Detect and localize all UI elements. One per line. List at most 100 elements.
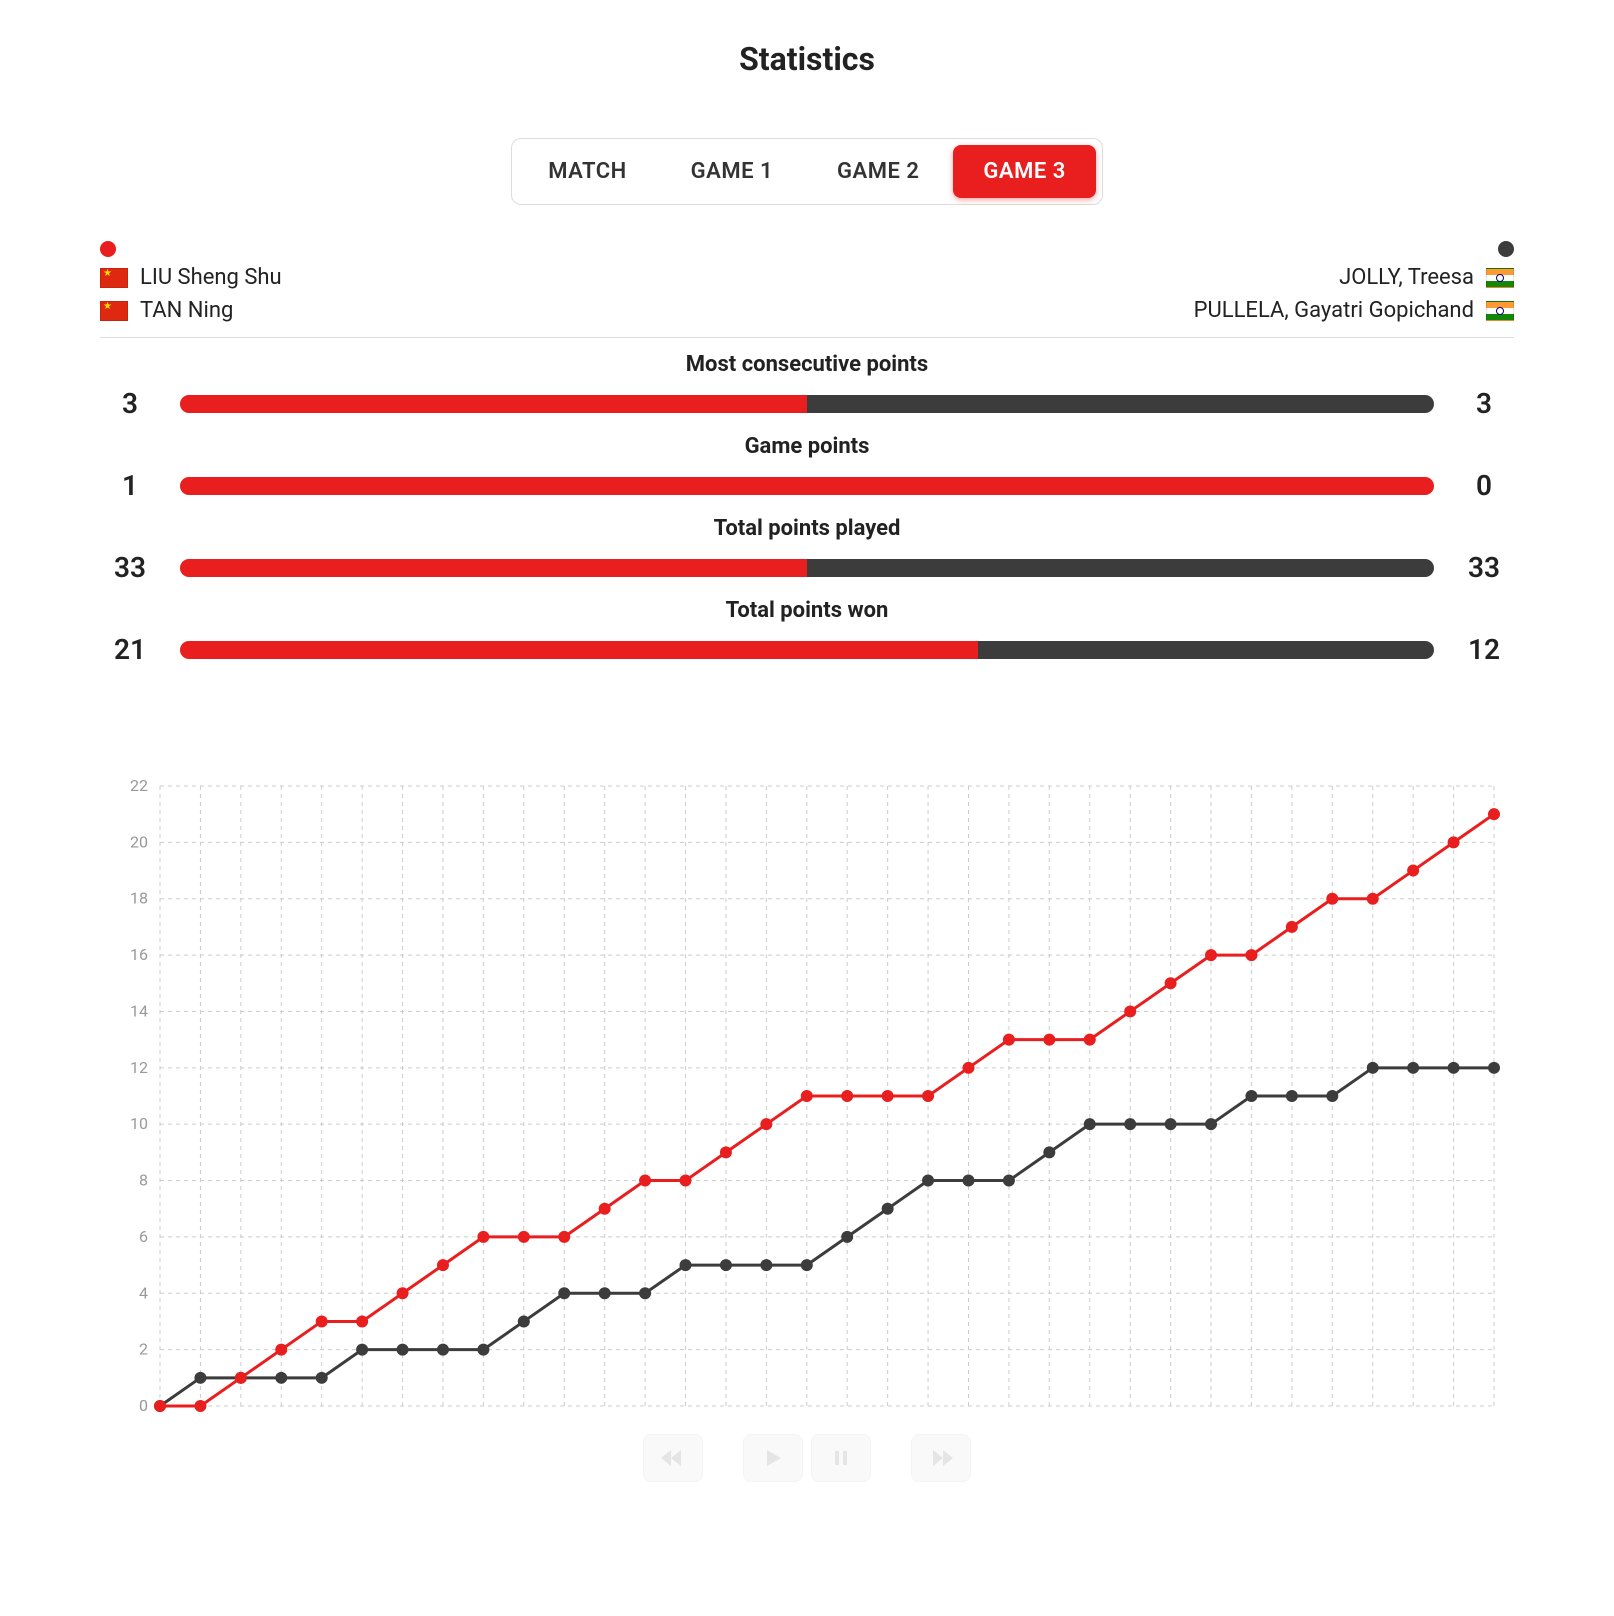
team1-marker — [1205, 949, 1217, 961]
stat-bar-right-segment — [807, 559, 1434, 577]
stats-section: Most consecutive points33Game points10To… — [100, 352, 1514, 666]
tab-game-3[interactable]: GAME 3 — [953, 145, 1095, 198]
tab-match[interactable]: MATCH — [518, 145, 656, 198]
team1-marker — [1448, 836, 1460, 848]
stat-value-left: 21 — [100, 633, 160, 666]
team2-marker — [437, 1344, 449, 1356]
team2-marker — [194, 1372, 206, 1384]
team2-marker — [599, 1287, 611, 1299]
media-controls — [100, 1434, 1514, 1482]
team1-color-dot — [100, 241, 116, 257]
teams-header: LIU Sheng Shu TAN Ning JOLLY, Treesa PUL… — [100, 235, 1514, 338]
team2-marker — [1205, 1118, 1217, 1130]
team2-marker — [1043, 1146, 1055, 1158]
team2-block: JOLLY, Treesa PULLELA, Gayatri Gopichand — [1194, 241, 1514, 323]
team1-marker — [1245, 949, 1257, 961]
rewind-button[interactable] — [643, 1434, 703, 1482]
play-button[interactable] — [743, 1434, 803, 1482]
team2-marker — [1448, 1062, 1460, 1074]
stat-value-right: 3 — [1454, 387, 1514, 420]
stat-value-right: 12 — [1454, 633, 1514, 666]
team1-marker — [639, 1175, 651, 1187]
team1-marker — [1084, 1034, 1096, 1046]
svg-text:6: 6 — [139, 1227, 148, 1246]
team1-marker — [599, 1203, 611, 1215]
tab-game-2[interactable]: GAME 2 — [807, 145, 949, 198]
team2-marker — [1286, 1090, 1298, 1102]
stat-bar — [180, 641, 1434, 659]
stat-label: Total points won — [100, 598, 1514, 623]
team2-marker — [1165, 1118, 1177, 1130]
team2-marker — [1488, 1062, 1500, 1074]
tabs-container: MATCHGAME 1GAME 2GAME 3 — [100, 138, 1514, 205]
team1-player-row: TAN Ning — [100, 298, 282, 323]
team2-marker — [316, 1372, 328, 1384]
team1-marker — [1488, 808, 1500, 820]
team2-marker — [680, 1259, 692, 1271]
team1-marker — [397, 1287, 409, 1299]
team1-marker — [518, 1231, 530, 1243]
team2-marker — [558, 1287, 570, 1299]
team2-marker — [801, 1259, 813, 1271]
stat-value-left: 1 — [100, 469, 160, 502]
team2-player-row: JOLLY, Treesa — [1339, 265, 1514, 290]
stat-label: Most consecutive points — [100, 352, 1514, 377]
tab-game-1[interactable]: GAME 1 — [661, 145, 803, 198]
svg-text:8: 8 — [139, 1171, 148, 1190]
stat-row: 33 — [100, 387, 1514, 420]
stat-value-right: 33 — [1454, 551, 1514, 584]
team2-marker — [639, 1287, 651, 1299]
stat-bar-left-segment — [180, 559, 807, 577]
page-title: Statistics — [100, 40, 1514, 78]
team2-marker — [922, 1175, 934, 1187]
stat-bar-right-segment — [978, 641, 1434, 659]
team1-marker — [680, 1175, 692, 1187]
team2-marker — [1124, 1118, 1136, 1130]
team1-marker — [1286, 921, 1298, 933]
stat-value-left: 3 — [100, 387, 160, 420]
team2-marker — [397, 1344, 409, 1356]
team2-marker — [275, 1372, 287, 1384]
stat-bar-right-segment — [807, 395, 1434, 413]
forward-button[interactable] — [911, 1434, 971, 1482]
india-flag-icon — [1486, 301, 1514, 321]
pause-button[interactable] — [811, 1434, 871, 1482]
stat-bar — [180, 395, 1434, 413]
svg-text:22: 22 — [130, 776, 148, 795]
team1-marker — [922, 1090, 934, 1102]
team1-marker — [477, 1231, 489, 1243]
team2-marker — [477, 1344, 489, 1356]
china-flag-icon — [100, 301, 128, 321]
svg-text:10: 10 — [130, 1114, 148, 1133]
team2-player1-name: JOLLY, Treesa — [1339, 265, 1474, 290]
stat-value-right: 0 — [1454, 469, 1514, 502]
team1-block: LIU Sheng Shu TAN Ning — [100, 241, 282, 323]
team1-marker — [1043, 1034, 1055, 1046]
team2-marker — [962, 1175, 974, 1187]
svg-text:18: 18 — [130, 889, 148, 908]
team1-marker — [801, 1090, 813, 1102]
team2-marker — [882, 1203, 894, 1215]
stat-bar-left-segment — [180, 395, 807, 413]
score-progress-chart: 0246810121416182022 — [100, 766, 1514, 1446]
team1-marker — [962, 1062, 974, 1074]
team2-marker — [356, 1344, 368, 1356]
stat-label: Game points — [100, 434, 1514, 459]
team2-marker — [1084, 1118, 1096, 1130]
svg-text:16: 16 — [130, 945, 148, 964]
team1-marker — [356, 1315, 368, 1327]
svg-text:2: 2 — [139, 1340, 148, 1359]
team2-marker — [518, 1315, 530, 1327]
team1-marker — [1407, 865, 1419, 877]
team1-marker — [882, 1090, 894, 1102]
stat-bar-left-segment — [180, 477, 1434, 495]
svg-text:12: 12 — [130, 1058, 148, 1077]
team2-marker — [720, 1259, 732, 1271]
team1-marker — [1326, 893, 1338, 905]
svg-text:20: 20 — [130, 832, 148, 851]
india-flag-icon — [1486, 268, 1514, 288]
svg-text:4: 4 — [139, 1283, 148, 1302]
team1-player1-name: LIU Sheng Shu — [140, 265, 282, 290]
team2-marker — [1367, 1062, 1379, 1074]
team1-marker — [275, 1344, 287, 1356]
